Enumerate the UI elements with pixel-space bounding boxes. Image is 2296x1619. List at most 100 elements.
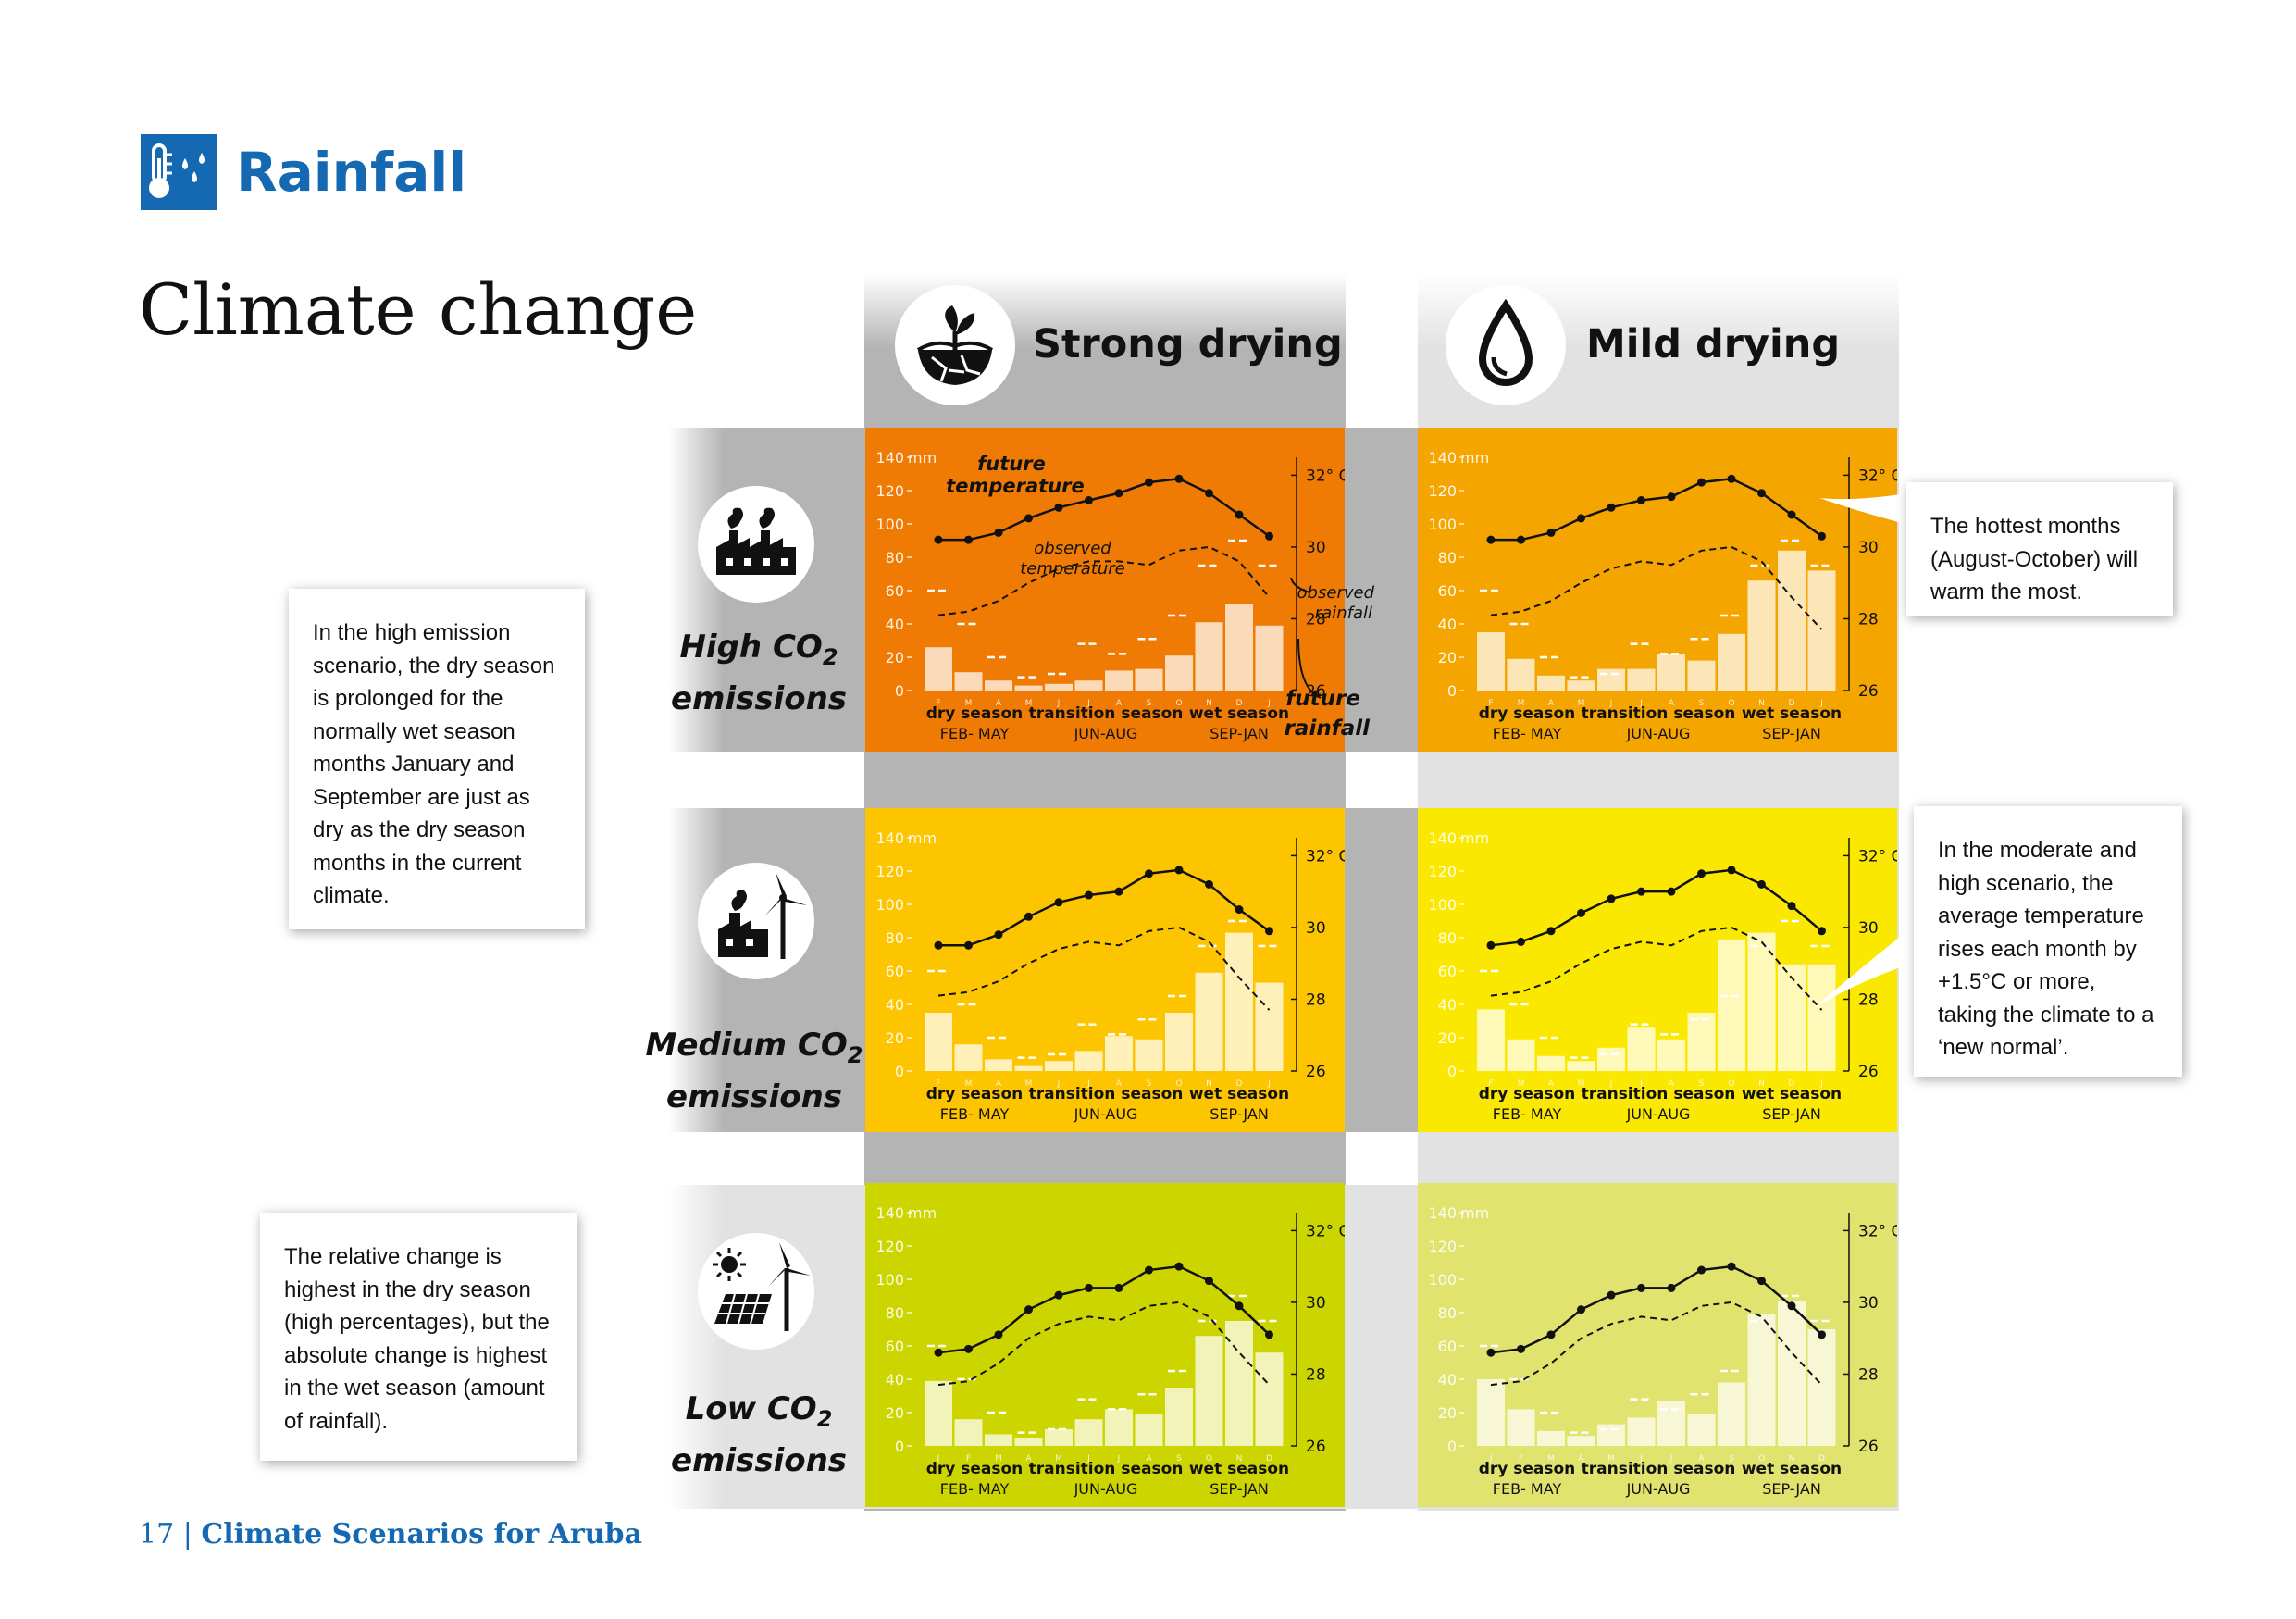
season-name: dry season (926, 704, 1024, 723)
season-name: wet season (1742, 1460, 1842, 1478)
season-months: FEB- MAY (1493, 1480, 1562, 1498)
row-label-low: Low CO2 emissions (670, 1390, 848, 1479)
y-tick-label: 60 (1438, 963, 1457, 980)
month-label: A (996, 699, 1002, 708)
rainfall-bar-J (1807, 570, 1836, 691)
month-label: D (1236, 699, 1243, 708)
future-temperature-point (964, 940, 973, 950)
callout-pointer-left-top (574, 685, 676, 718)
y-tick-label: 120 (1428, 1238, 1457, 1255)
rainfall-bar-F (1507, 1409, 1535, 1446)
y-tick-label: 100 (875, 516, 904, 533)
future-temperature-point (1205, 879, 1213, 889)
future-temperature-point (1085, 1283, 1093, 1292)
month-label: D (1266, 1454, 1272, 1463)
note-relative-change: The relative change is highest in the dr… (260, 1213, 577, 1461)
season-months: FEB- MAY (1493, 1105, 1562, 1123)
future-temperature-point (1637, 496, 1645, 505)
y2-tick-label: 26 (1858, 1063, 1879, 1081)
month-label: O (1175, 1079, 1182, 1089)
future-temperature-point (1607, 894, 1616, 903)
future-temperature-point (1607, 1290, 1616, 1300)
month-label: A (996, 1079, 1002, 1089)
season-months: FEB- MAY (940, 725, 1010, 742)
y-tick-label: 40 (886, 616, 904, 633)
column-title-strong-drying: Strong drying (1033, 321, 1343, 367)
y2-tick-label: 32° C (1306, 1222, 1345, 1240)
season-months: SEP-JAN (1210, 1105, 1269, 1123)
factory-smoke-icon (698, 486, 814, 603)
month-label: N (1758, 699, 1765, 708)
future-temperature-point (1727, 1262, 1736, 1271)
rainfall-bar-J (1807, 964, 1836, 1071)
note-moderate-high: In the moderate and high scenario, the a… (1914, 806, 2182, 1077)
y2-tick-label: 32° C (1858, 467, 1897, 485)
rainfall-bar-O (1718, 939, 1745, 1071)
page-number: 17 (139, 1518, 175, 1551)
future-temperature-point (1114, 1283, 1123, 1292)
season-months: JUN-AUG (1074, 725, 1138, 742)
season-months: FEB- MAY (1493, 725, 1562, 742)
future-temperature-point (1486, 535, 1496, 544)
page-title: Climate change (139, 268, 698, 351)
y-axis-unit: mm (1460, 829, 1489, 847)
annotation-observed-temperature-line1: observed (1034, 539, 1111, 558)
row-label-high: High CO2 emissions (670, 629, 848, 717)
rainfall-bar-J (1074, 680, 1103, 691)
season-name: wet season (1189, 1085, 1289, 1103)
month-label: M (1518, 699, 1525, 708)
future-temperature-point (1787, 1301, 1796, 1311)
rainfall-bar-O (1165, 655, 1193, 691)
month-label: J (1086, 1454, 1090, 1463)
y-tick-label: 20 (886, 649, 904, 666)
future-temperature-point (934, 1348, 943, 1357)
month-label: J (1086, 1079, 1090, 1089)
month-label: J (1489, 1454, 1493, 1463)
y-tick-label: 0 (895, 1063, 904, 1080)
rainfall-bar-A (1014, 1438, 1043, 1446)
y2-tick-label: 28 (1306, 990, 1326, 1009)
rainfall-bar-M (1567, 680, 1595, 691)
future-temperature-point (964, 535, 973, 544)
month-label: S (1176, 1454, 1182, 1463)
y2-tick-label: 28 (1858, 990, 1879, 1009)
rainfall-bar-A (985, 680, 1012, 691)
month-label: S (1147, 699, 1152, 708)
month-label: A (1698, 1454, 1705, 1463)
document-title: Climate Scenarios for Aruba (201, 1518, 642, 1551)
season-name: transition season (1582, 704, 1736, 723)
future-temperature-point (1697, 869, 1706, 878)
month-label: F (936, 699, 940, 708)
future-temperature-line (937, 1264, 1271, 1354)
rainfall-bar-N (1747, 932, 1776, 1071)
month-label: M (965, 699, 973, 708)
future-temperature-point (1486, 1348, 1496, 1357)
month-label: J (1819, 699, 1823, 708)
rainfall-bar-S (1165, 1388, 1193, 1446)
future-temperature-point (1145, 478, 1153, 487)
month-label: A (1548, 699, 1555, 708)
month-label: F (936, 1079, 940, 1089)
rainfall-bar-J (1045, 683, 1073, 691)
rainfall-bar-M (1567, 1061, 1595, 1071)
y-tick-label: 20 (1438, 1404, 1457, 1422)
row-label-medium: Medium CO2 emissions (645, 1027, 863, 1115)
month-label: N (1206, 699, 1212, 708)
future-temperature-point (1235, 905, 1244, 915)
month-label: A (1548, 1079, 1555, 1089)
future-temperature-point (1577, 908, 1585, 917)
future-temperature-point (1818, 927, 1826, 936)
rainfall-bar-O (1195, 1336, 1223, 1446)
rainfall-bar-J (1255, 625, 1284, 691)
rainfall-bar-J (925, 1380, 952, 1446)
y-tick-label: 120 (875, 482, 904, 500)
y-tick-label: 60 (886, 963, 904, 980)
season-name: dry season (1479, 704, 1576, 723)
rainfall-bar-F (925, 1013, 952, 1071)
future-temperature-point (1757, 489, 1766, 498)
season-name: dry season (926, 1460, 1024, 1478)
callout-pointer-left-bottom (570, 1307, 676, 1340)
future-temperature-line (1490, 868, 1823, 947)
month-label: M (1025, 699, 1033, 708)
rainfall-bar-A (1567, 1436, 1595, 1446)
